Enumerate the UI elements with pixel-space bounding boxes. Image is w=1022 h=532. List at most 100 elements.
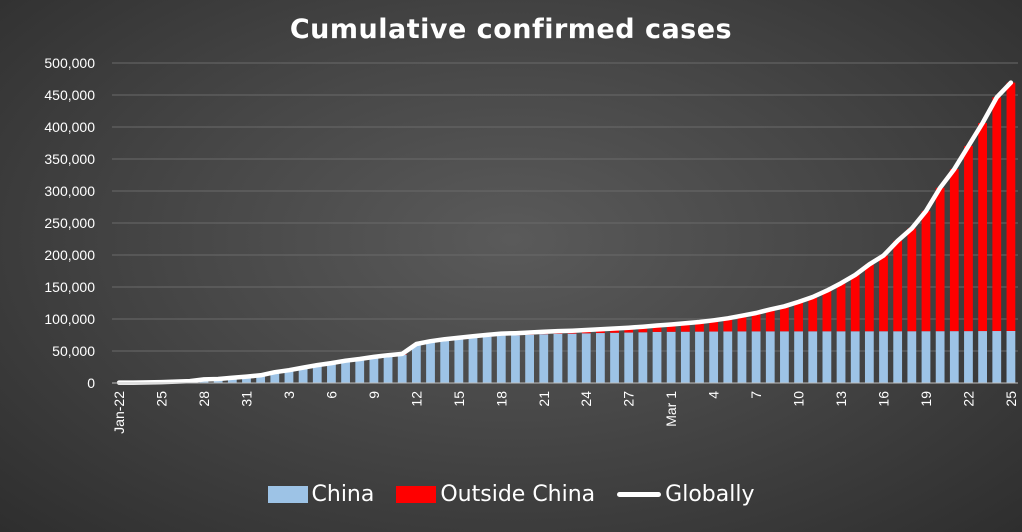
bars — [114, 82, 1016, 383]
bar-china — [341, 361, 350, 383]
x-tick-label: 19 — [918, 391, 934, 407]
legend-item-china: China — [267, 482, 375, 507]
bar-outside-china — [794, 301, 803, 332]
y-tick-label: 0 — [87, 375, 95, 391]
bar-china — [242, 376, 251, 383]
bar-china — [808, 331, 818, 383]
x-tick-label: 16 — [876, 391, 892, 407]
x-tick-label: 22 — [960, 391, 976, 407]
chart-title: Cumulative confirmed cases — [289, 14, 733, 45]
y-tick-label: 400,000 — [44, 119, 95, 135]
x-tick-label: 10 — [791, 391, 807, 407]
bar-outside-china — [1006, 82, 1016, 331]
bar-china — [284, 370, 294, 383]
bar-china — [596, 333, 605, 383]
y-tick-label: 250,000 — [44, 215, 95, 231]
x-tick-label: Jan-22 — [111, 391, 127, 434]
bar-china — [610, 332, 619, 383]
bar-china — [496, 335, 506, 383]
bar-outside-china — [836, 283, 846, 332]
legend-item-globally: Globally — [617, 482, 754, 507]
bar-china — [256, 375, 266, 383]
bar-china — [638, 332, 648, 383]
bar-outside-china — [864, 264, 874, 332]
bar-outside-china — [949, 169, 959, 332]
bar-china — [312, 365, 322, 383]
bar-china — [666, 331, 676, 383]
x-tick-label: 31 — [238, 391, 254, 407]
bar-outside-china — [709, 320, 719, 332]
bar-outside-china — [737, 315, 747, 332]
bar-china — [553, 333, 563, 383]
x-tick-label: 18 — [493, 391, 509, 407]
bar-china — [539, 334, 549, 383]
bar-china — [227, 377, 237, 383]
bar-outside-china — [765, 309, 775, 332]
bar-china — [935, 331, 945, 383]
bar-china — [525, 334, 534, 383]
bar-china — [964, 331, 973, 383]
x-tick-label: 25 — [154, 391, 170, 407]
x-tick-label: 4 — [706, 391, 722, 399]
bar-china — [298, 367, 308, 383]
bar-china — [921, 331, 931, 383]
x-tick-label: 24 — [578, 391, 594, 407]
bar-china — [270, 372, 280, 383]
bar-outside-china — [907, 228, 917, 332]
bar-outside-china — [780, 306, 789, 332]
x-tick-label: 21 — [536, 391, 552, 407]
y-tick-label: 200,000 — [44, 247, 95, 263]
x-tick-label: 13 — [833, 391, 849, 407]
bar-china — [581, 333, 591, 383]
x-tick-label: 9 — [366, 391, 382, 399]
bar-china — [893, 331, 903, 383]
bar-china — [850, 331, 860, 383]
bar-china — [624, 332, 634, 383]
bar-china — [369, 357, 379, 383]
bar-outside-china — [850, 274, 860, 332]
bar-china — [567, 333, 577, 383]
bar-china — [680, 331, 690, 383]
series-line-globally — [116, 80, 1014, 385]
bar-china — [765, 331, 775, 383]
bar-china — [426, 342, 435, 383]
legend-label-china: China — [311, 482, 375, 507]
bar-china — [978, 331, 987, 383]
legend-swatch-outside-china — [396, 486, 437, 503]
bar-china — [468, 337, 478, 383]
bar-china — [482, 336, 492, 383]
bar-china — [327, 363, 336, 383]
x-tick-label: 27 — [621, 391, 637, 407]
x-tick-label: 6 — [323, 391, 339, 399]
legend-label-outside-china: Outside China — [440, 482, 596, 507]
bar-outside-china — [992, 97, 1002, 332]
bar-china — [737, 331, 747, 383]
bar-outside-china — [624, 327, 634, 333]
y-axis: 0 50,000 100,000 150,000 200,000 250,000 300,0… — [44, 55, 95, 391]
bar-china — [440, 340, 450, 383]
gridlines — [112, 62, 1018, 384]
legend-swatch-globally — [617, 492, 662, 497]
bar-outside-china — [935, 187, 945, 332]
bar-china — [1006, 330, 1016, 383]
y-tick-label: 350,000 — [44, 151, 95, 167]
bar-china — [907, 331, 917, 383]
bar-outside-china — [921, 211, 931, 332]
bar-china — [355, 359, 365, 383]
y-tick-label: 100,000 — [44, 311, 95, 327]
bar-outside-china — [680, 323, 690, 332]
bar-china — [992, 331, 1002, 383]
bar-china — [864, 331, 874, 383]
bar-outside-china — [964, 145, 973, 332]
bar-outside-china — [808, 297, 818, 332]
x-tick-label: 28 — [196, 391, 212, 407]
bar-outside-china — [822, 290, 832, 332]
bar-china — [454, 339, 464, 383]
bar-outside-china — [666, 324, 676, 332]
y-tick-label: 450,000 — [44, 87, 95, 103]
bar-china — [383, 355, 393, 383]
bar-china — [397, 354, 407, 383]
bar-china — [709, 331, 719, 383]
x-tick-label: 25 — [1003, 391, 1019, 407]
